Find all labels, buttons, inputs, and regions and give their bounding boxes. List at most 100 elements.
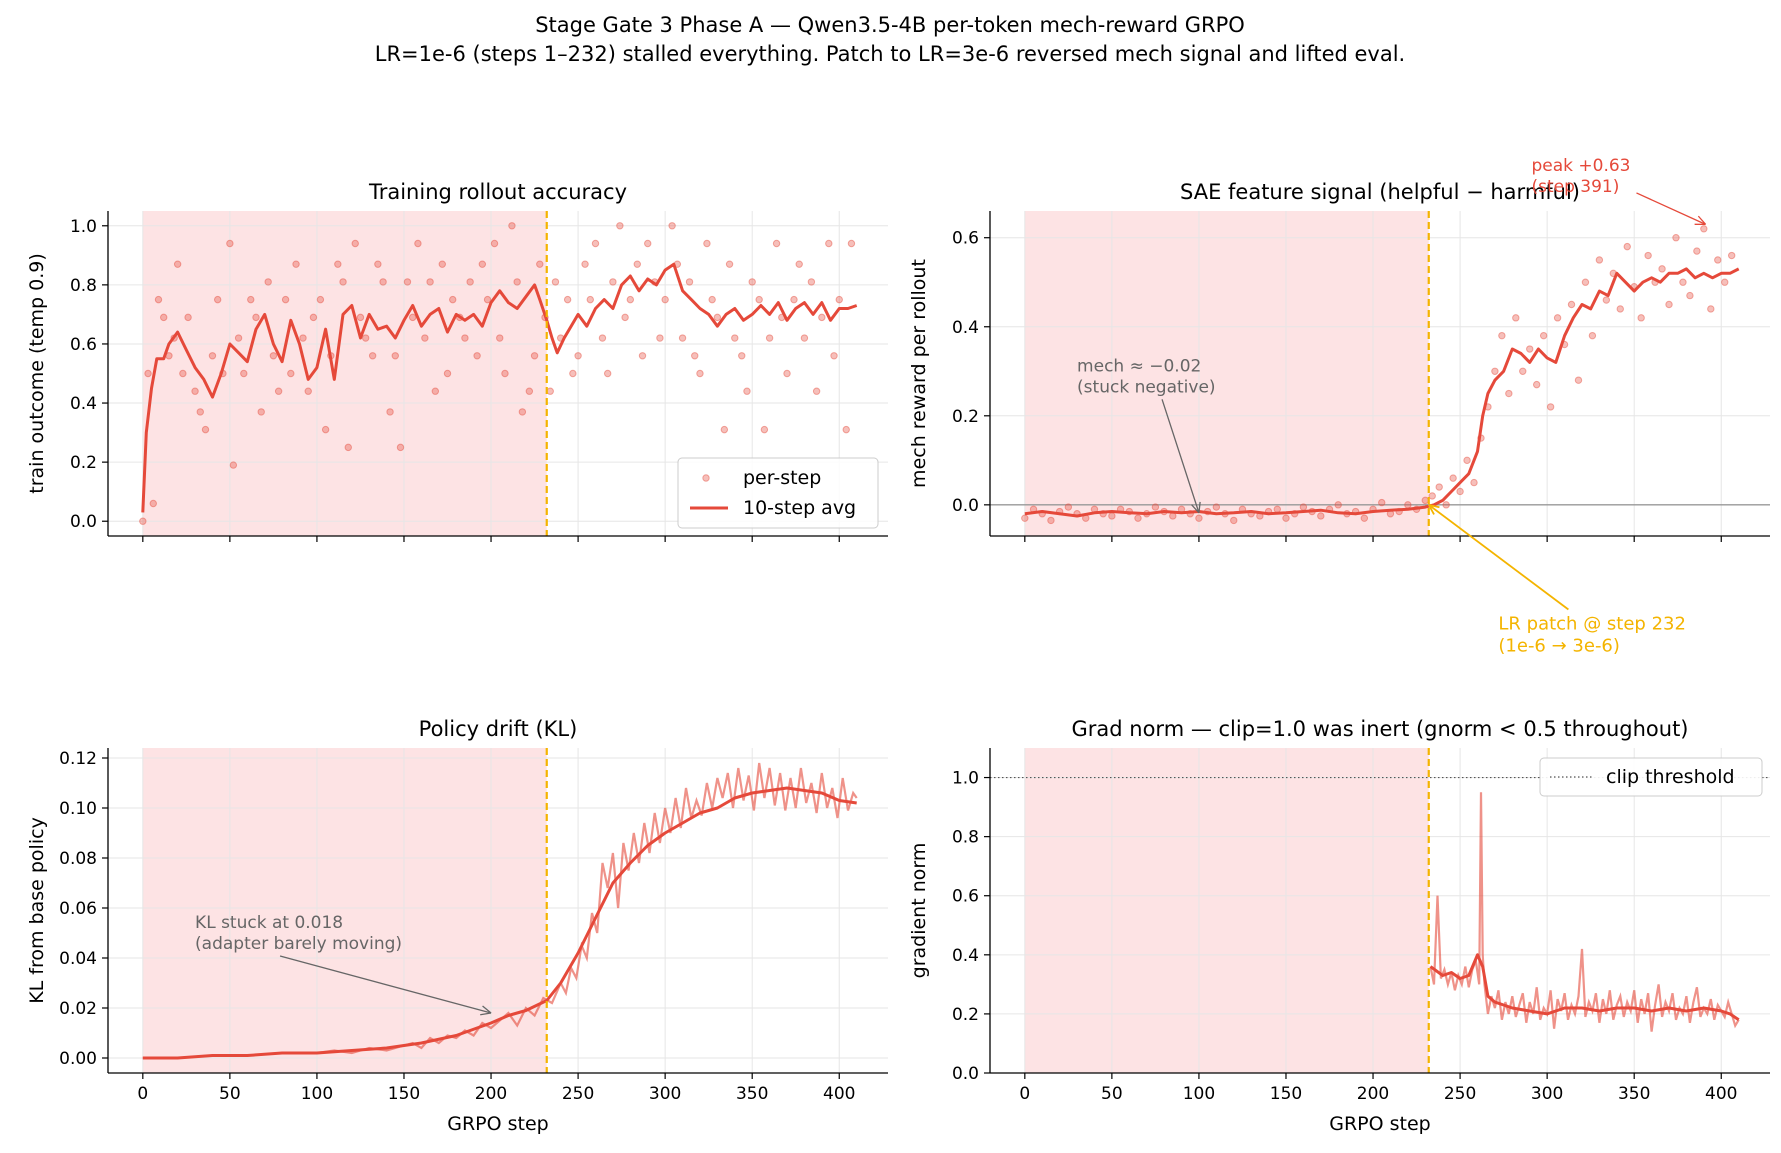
scatter-point [264,278,272,286]
scatter-point [396,443,405,452]
annotation-subtext: (adapter barely moving) [195,934,402,954]
lr-1e-6-shaded-region [1024,211,1429,536]
scatter-point [421,334,429,342]
scatter-point [184,313,192,322]
legend-marker-per-step [702,474,710,482]
x-tick-label: 150 [388,1084,420,1104]
scatter-point [299,334,307,342]
chart-gradnorm: 0 50 100 150 200 250 300 350 400 0.0 0.2 0.4 0.6 0.8 1… [908,717,1770,1135]
annotation-arrowhead [480,1005,492,1016]
scatter-point [461,334,469,342]
scatter-point [825,239,833,248]
scatter-point [725,260,734,268]
scatter-point [361,334,370,342]
annotation-arrow [1161,399,1200,514]
scatter-point [1707,305,1715,313]
y-tick-label: 0.06 [59,899,97,919]
scatter-point [743,387,751,395]
scatter-point [1456,487,1464,496]
scatter-point [847,239,856,248]
avg-series-line [142,786,857,1060]
scatter-point [1588,331,1597,340]
scatter-point [438,260,446,268]
scatter-point [408,313,417,322]
scatter-point [713,313,722,322]
y-axis-label: train outcome (temp 0.9) [26,253,48,493]
scatter-point [603,369,612,378]
scatter-point [685,278,694,286]
scatter-point [379,278,387,286]
scatter-point [1595,256,1604,264]
scatter-point [191,387,199,395]
scatter-point [1686,291,1694,300]
chart-title: Training rollout accuracy [368,180,627,204]
annotation-arrowhead [1427,503,1440,515]
scatter-point [1273,505,1281,513]
scatter-point [508,222,516,230]
scatter-point [1714,256,1722,264]
scatter-point [551,278,560,286]
legend-label-per-step: per-step [743,467,821,489]
avg-series-line [1429,953,1740,1022]
scatter-point [1378,498,1386,507]
scatter-point [496,334,504,342]
scatter-point [513,278,521,286]
scatter-point [748,278,756,286]
scatter-point [1195,514,1203,522]
scatter-point [252,313,260,322]
scatter-point [173,260,182,268]
scatter-point [201,425,210,434]
scatter-point [154,295,163,304]
x-tick-label: 300 [649,1084,681,1104]
y-tick-label: 1.0 [70,217,97,237]
scatter-point [1539,331,1548,340]
scatter-point [1064,503,1073,511]
y-tick-label: 0.0 [952,1064,979,1084]
annotation-arrow [1636,192,1706,225]
scatter-point [344,443,352,452]
scatter-point [490,239,499,248]
y-tick-label: 0.00 [59,1049,97,1069]
scatter-point [443,369,452,378]
scatter-point [281,295,290,304]
plot-area [142,762,858,1060]
scatter-point [755,295,763,304]
annotation-subtext: (stuck negative) [1077,377,1216,397]
legend-box [677,457,879,529]
scatter-point [321,425,330,434]
scatter-point [269,352,278,360]
scatter-point [1435,483,1443,491]
raw-series-line [1429,792,1740,1032]
chart-title: Policy drift (KL) [419,717,578,741]
scatter-point [414,239,422,248]
scatter-point [1299,503,1308,511]
scatter-point [842,425,850,434]
x-tick-label: 400 [1705,1084,1737,1104]
scatter-point [1519,367,1527,375]
y-tick-label: 0.2 [952,1005,979,1025]
scatter-point [1581,278,1590,286]
x-tick-label: 0 [137,1084,148,1104]
plot-area [139,222,858,525]
lr-1e-6-shaded-region [1024,748,1429,1073]
scatter-point [1679,278,1687,286]
x-tick-label: 400 [823,1084,855,1104]
scatter-point [1602,296,1611,304]
scatter-point [835,295,843,304]
scatter-point [403,278,412,286]
x-tick-label: 200 [475,1084,507,1104]
y-tick-label: 0.0 [952,496,979,516]
scatter-point [1672,234,1680,242]
scatter-point [720,425,729,434]
y-tick-label: 0.6 [70,335,97,355]
y-tick-label: 0.02 [59,999,97,1019]
scatter-point [790,295,798,304]
scatter-point [309,313,318,322]
scatter-point [351,239,359,248]
scatter-point [1449,474,1457,482]
scatter-point [426,278,434,286]
scatter-point [431,387,440,395]
annotation-text: LR patch @ step 232 [1498,613,1686,634]
x-axis-label: GRPO step [1329,1113,1430,1135]
